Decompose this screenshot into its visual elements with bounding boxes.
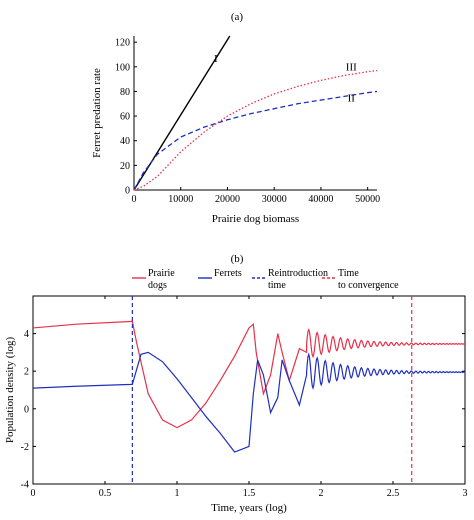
panel-b-x-tick-label: 0 bbox=[31, 488, 36, 499]
panel-a-x-ticks: 0 10000 20000 30000 40000 50000 bbox=[132, 187, 380, 205]
panel-b-label: (b) bbox=[231, 253, 244, 265]
panel-b-y-tick-label: 4 bbox=[24, 329, 29, 340]
panel-a-x-tick-label: 50000 bbox=[355, 194, 380, 205]
panel-a-x-tick-label: 0 bbox=[132, 194, 137, 205]
panel-b-y-ticks: -4 -2 0 2 4 bbox=[21, 329, 465, 491]
panel-a-axes bbox=[133, 36, 377, 191]
panel-b-y-tick-label: -2 bbox=[21, 442, 29, 453]
panel-b-x-tick-label: 0.5 bbox=[99, 488, 112, 499]
panel-b-legend-label: Ferrets bbox=[214, 268, 242, 279]
panel-a: (a) 0 10000 20000 30000 40000 50000 0 20 40 60 80… bbox=[91, 11, 380, 225]
panel-b-x-ticks: 0 0.5 1 1.5 2 2.5 3 bbox=[31, 296, 468, 499]
panel-a-y-tick-label: 120 bbox=[115, 38, 130, 49]
panel-b-y-axis-label: Population density (log) bbox=[4, 337, 16, 444]
panel-a-y-ticks: 0 20 40 60 80 100 120 bbox=[115, 38, 137, 197]
panel-a-x-axis-label: Prairie dog biomass bbox=[212, 213, 299, 225]
panel-b-series bbox=[32, 296, 466, 484]
panel-b-legend-label-line2: time bbox=[268, 280, 286, 291]
panel-a-y-tick-label: 20 bbox=[120, 161, 130, 172]
panel-a-y-tick-label: 60 bbox=[120, 112, 130, 123]
panel-b-x-tick-label: 2.5 bbox=[387, 488, 400, 499]
panel-a-annotation: I bbox=[214, 53, 218, 65]
panel-b-x-tick-label: 3 bbox=[463, 488, 468, 499]
panel-a-series-III-line bbox=[133, 69, 378, 191]
panel-a-y-tick-label: 80 bbox=[120, 87, 130, 98]
panel-b-x-tick-label: 2 bbox=[319, 488, 324, 499]
panel-b-y-tick-label: 0 bbox=[24, 404, 29, 415]
panel-b-legend-label: Time bbox=[338, 268, 359, 279]
panel-a-annotation: III bbox=[346, 61, 357, 73]
panel-a-x-tick-label: 20000 bbox=[215, 194, 240, 205]
panel-a-series bbox=[133, 35, 378, 191]
panel-b-x-tick-label: 1 bbox=[175, 488, 180, 499]
panel-b-series-ferrets-line bbox=[32, 351, 466, 453]
panel-a-x-tick-label: 10000 bbox=[168, 194, 193, 205]
panel-a-y-tick-label: 100 bbox=[115, 62, 130, 73]
panel-b-frame bbox=[32, 295, 466, 485]
panel-a-y-tick-label: 0 bbox=[125, 186, 130, 197]
panel-b-x-axis-label: Time, years (log) bbox=[211, 502, 287, 514]
panel-a-series-I-line bbox=[133, 35, 231, 191]
panel-a-x-tick-label: 40000 bbox=[308, 194, 333, 205]
panel-a-annotation: II bbox=[348, 92, 356, 104]
panel-b-y-tick-label: 2 bbox=[24, 367, 29, 378]
panel-b-y-tick-label: -4 bbox=[21, 480, 29, 491]
panel-a-y-tick-label: 40 bbox=[120, 136, 130, 147]
panel-a-series-II-line bbox=[133, 90, 378, 191]
panel-b-series-prairie-dogs-line bbox=[32, 320, 466, 429]
panel-a-label: (a) bbox=[231, 11, 244, 23]
panel-b-legend-label-line2: to convergence bbox=[338, 280, 399, 291]
panel-a-x-tick-label: 30000 bbox=[262, 194, 287, 205]
panel-a-y-axis-label: Ferret predation rate bbox=[91, 68, 103, 158]
panel-b-legend-label: Reintroduction bbox=[268, 268, 328, 279]
panel-b-x-tick-label: 1.5 bbox=[243, 488, 256, 499]
panel-b-legend-label: Prairie bbox=[148, 268, 175, 279]
panel-b-legend-label-line2: dogs bbox=[148, 280, 167, 291]
